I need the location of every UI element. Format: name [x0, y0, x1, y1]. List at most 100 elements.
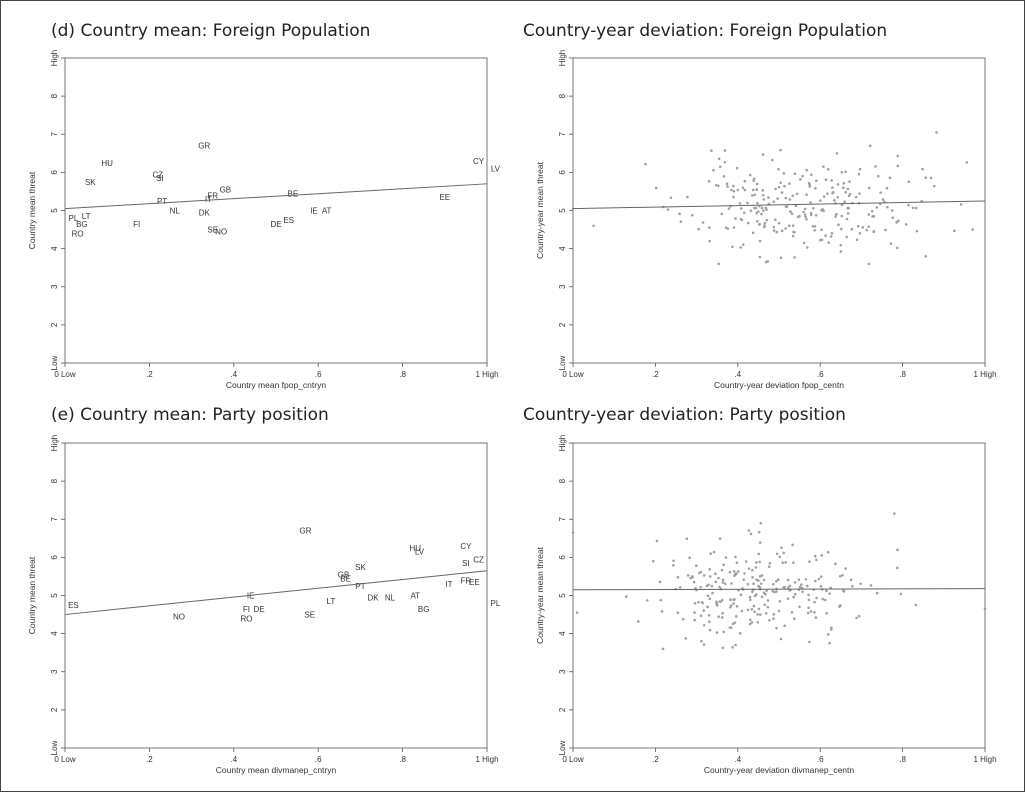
point-label: PL: [69, 214, 79, 223]
scatter-point: [701, 601, 704, 605]
y-tick-label: High: [50, 50, 59, 66]
scatter-point: [804, 215, 807, 219]
scatter-point: [784, 196, 788, 200]
scatter-point: [827, 241, 831, 244]
scatter-point: [754, 593, 758, 596]
scatter-point: [854, 195, 858, 199]
scatter-point: [838, 575, 842, 578]
scatter-point: [753, 206, 756, 210]
scatter-point: [813, 225, 817, 228]
x-tick-label: .6: [315, 755, 322, 764]
scatter-point: [778, 600, 782, 603]
scatter-point: [700, 639, 703, 643]
scatter-point: [706, 594, 710, 598]
scatter-point: [793, 256, 796, 259]
scatter-point: [755, 561, 758, 564]
scatter-point: [904, 223, 908, 226]
scatter-point: [722, 630, 726, 634]
scatter-point: [651, 559, 655, 563]
scatter-point: [844, 190, 847, 194]
scatter-point: [764, 260, 768, 264]
plot-frame: [64, 57, 488, 364]
scatter-point: [681, 617, 685, 621]
y-tick-label: 3: [558, 669, 567, 674]
scatter-point: [859, 582, 862, 586]
point-label: BG: [76, 220, 88, 229]
scatter-point: [775, 230, 779, 234]
scatter-point: [686, 574, 690, 577]
scatter-point: [799, 178, 802, 181]
scatter-point: [820, 554, 824, 557]
scatter-point: [714, 572, 717, 575]
y-axis-label: Country mean threat: [27, 171, 37, 249]
scatter-point: [730, 188, 733, 192]
point-label: GR: [198, 142, 210, 151]
scatter-point: [706, 605, 709, 609]
scatter-point: [834, 215, 837, 218]
scatter-point: [686, 195, 689, 199]
x-axis-label: Country mean fpop_cntryn: [226, 380, 326, 390]
scatter-point: [666, 208, 670, 211]
scatter-point: [758, 613, 762, 616]
y-tick-label: 5: [50, 208, 59, 213]
scatter-point: [756, 621, 760, 624]
scatter-point: [907, 203, 910, 207]
scatter-point: [817, 577, 821, 581]
scatter-point: [965, 161, 969, 164]
point-label: NL: [385, 593, 396, 602]
x-tick-label: 0 Low: [562, 755, 584, 764]
scatter-point: [907, 180, 911, 184]
scatter-point: [734, 643, 737, 647]
scatter-point: [824, 178, 828, 182]
scatter-point: [812, 206, 815, 210]
scatter-point: [801, 174, 804, 178]
scatter-point: [748, 595, 752, 599]
scatter-point: [896, 548, 899, 552]
scatter-point: [805, 246, 809, 249]
scatter-point: [793, 172, 797, 176]
panel-e-title: (e) Country mean: Party position: [51, 405, 329, 425]
scatter-point: [783, 624, 786, 628]
scatter-point: [758, 575, 762, 578]
scatter-point: [807, 598, 811, 602]
scatter-point: [575, 611, 579, 614]
scatter-point: [809, 211, 813, 215]
y-tick-label: High: [50, 435, 59, 451]
scatter-point: [830, 626, 833, 630]
scatter-point: [825, 611, 828, 615]
scatter-point: [881, 198, 885, 201]
scatter-point: [740, 218, 744, 222]
scatter-point: [858, 231, 862, 235]
point-label: RO: [240, 614, 252, 623]
scatter-point: [708, 568, 711, 571]
scatter-point: [740, 609, 744, 613]
scatter-point: [896, 566, 899, 570]
scatter-point: [771, 158, 774, 162]
y-tick-label: 6: [558, 555, 567, 560]
scatter-point: [748, 173, 752, 177]
scatter-point: [929, 176, 933, 180]
point-label: LT: [326, 597, 335, 606]
scatter-point: [849, 578, 853, 582]
scatter-point: [818, 238, 822, 242]
scatter-point: [889, 242, 893, 245]
scatter-point: [783, 184, 786, 188]
scatter-point: [734, 555, 737, 559]
scatter-point: [766, 605, 770, 609]
scatter-point: [763, 603, 767, 607]
scatter-point: [729, 598, 732, 601]
scatter-point: [710, 584, 714, 588]
scatter-point: [788, 182, 791, 185]
scatter-point: [790, 610, 794, 614]
scatter-point: [793, 617, 796, 620]
point-label: LV: [491, 165, 501, 174]
y-tick-label: 2: [50, 322, 59, 327]
scatter-point: [732, 598, 735, 602]
scatter-point: [814, 579, 817, 583]
scatter-point: [834, 562, 837, 566]
point-label: ES: [283, 216, 294, 225]
scatter-point: [794, 204, 798, 208]
x-tick-label: .8: [399, 755, 406, 764]
scatter-point: [732, 184, 735, 188]
scatter-point: [669, 196, 673, 200]
